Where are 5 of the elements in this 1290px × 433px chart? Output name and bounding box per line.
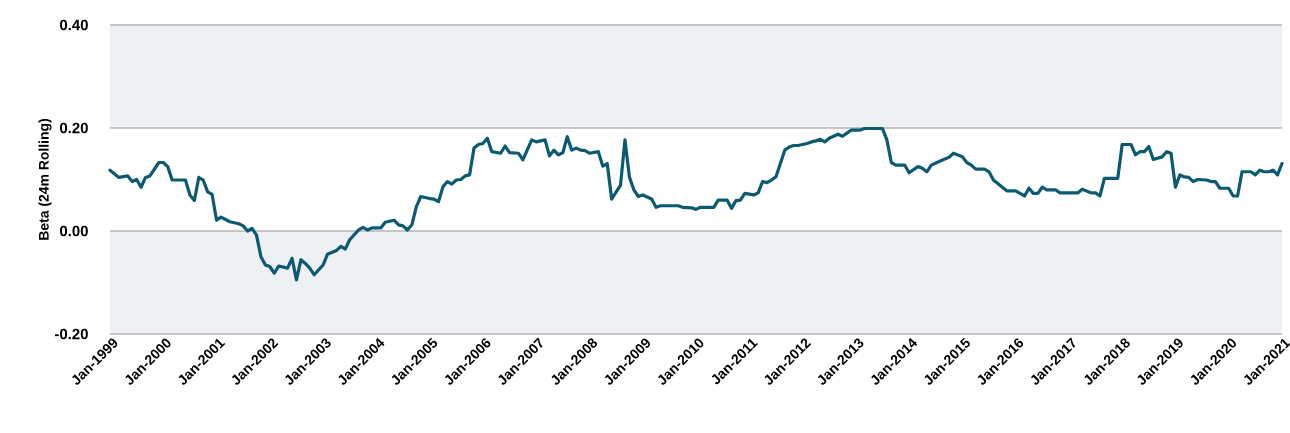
y-tick-label: 0.00 <box>59 225 88 237</box>
y-tick-label: -0.20 <box>55 328 88 340</box>
y-axis-title: Beta (24m Rolling) <box>38 118 52 240</box>
y-tick-label: 0.40 <box>59 19 88 31</box>
y-tick-label: 0.20 <box>59 122 88 134</box>
